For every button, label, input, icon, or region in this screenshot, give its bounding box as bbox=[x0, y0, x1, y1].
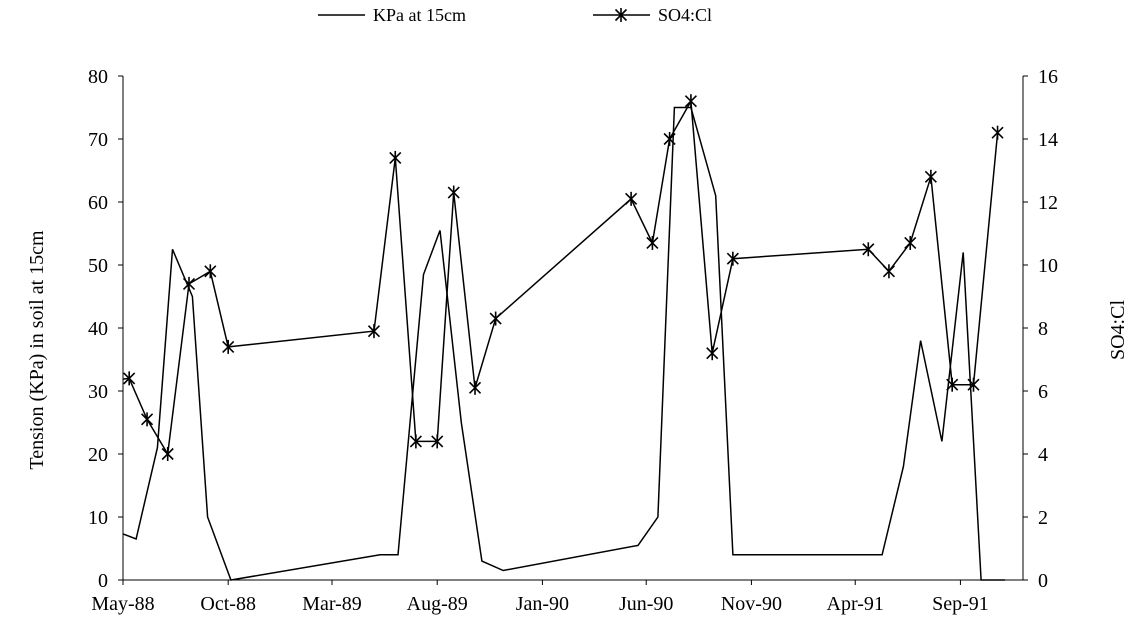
x-tick-label: Sep-91 bbox=[932, 593, 989, 615]
data-point-asterisk-icon bbox=[409, 434, 422, 449]
x-tick-label: Aug-89 bbox=[407, 593, 468, 615]
y-left-tick-label: 70 bbox=[88, 129, 108, 151]
series-1 bbox=[123, 98, 999, 457]
series-layer bbox=[123, 94, 1006, 581]
axes bbox=[122, 76, 1024, 581]
y-right-tick-label: 10 bbox=[1038, 255, 1058, 277]
data-point-asterisk-icon bbox=[489, 311, 502, 326]
x-tick-label: Oct-88 bbox=[200, 593, 256, 615]
y-right-tick-label: 6 bbox=[1038, 381, 1048, 403]
x-tick-label: Nov-90 bbox=[721, 593, 782, 615]
data-point-asterisk-icon bbox=[431, 434, 444, 449]
series-line bbox=[123, 106, 1006, 581]
data-point-asterisk-icon bbox=[946, 377, 959, 392]
data-point-asterisk-icon bbox=[389, 150, 402, 165]
data-point-asterisk-icon bbox=[140, 412, 154, 427]
legend-label-kpa: KPa at 15cm bbox=[373, 5, 466, 25]
data-point-asterisk-icon bbox=[625, 191, 638, 206]
y-left-tick-label: 30 bbox=[88, 381, 108, 403]
data-point-asterisk-icon bbox=[882, 264, 895, 279]
legend-asterisk-icon bbox=[614, 8, 628, 22]
y-left-ticks: 0 10 20 30 40 50 60 70 80 bbox=[88, 66, 123, 592]
data-point-asterisk-icon bbox=[447, 185, 460, 200]
legend-marker-asterisk-icon bbox=[614, 8, 628, 22]
y-left-axis-title: Tension (KPa) in soil at 15cm bbox=[26, 230, 48, 470]
series-0 bbox=[123, 106, 1006, 581]
y-left-tick-label: 10 bbox=[88, 507, 108, 529]
x-tick-label: Apr-91 bbox=[827, 593, 884, 615]
data-point-asterisk-icon bbox=[222, 339, 235, 354]
y-right-tick-label: 0 bbox=[1038, 570, 1048, 592]
data-point-asterisk-icon bbox=[904, 235, 917, 250]
y-left-tick-label: 80 bbox=[88, 66, 108, 88]
y-right-ticks: 0 2 4 6 8 10 12 14 16 bbox=[1023, 66, 1058, 592]
x-tick-label: Mar-89 bbox=[302, 593, 362, 615]
x-tick-label: May-88 bbox=[91, 593, 154, 615]
x-tick-label: Jun-90 bbox=[619, 593, 673, 615]
y-left-tick-label: 60 bbox=[88, 192, 108, 214]
y-right-tick-label: 12 bbox=[1038, 192, 1058, 214]
data-point-asterisk-icon bbox=[468, 380, 482, 395]
y-left-tick-label: 20 bbox=[88, 444, 108, 466]
data-point-asterisk-icon bbox=[726, 251, 739, 266]
y-left-tick-label: 40 bbox=[88, 318, 108, 340]
series-markers bbox=[123, 94, 1004, 461]
series-line bbox=[123, 98, 999, 457]
data-point-asterisk-icon bbox=[161, 447, 174, 461]
data-point-asterisk-icon bbox=[204, 264, 217, 279]
data-point-asterisk-icon bbox=[646, 235, 659, 250]
x-tick-label: Jan-90 bbox=[516, 593, 569, 615]
data-point-asterisk-icon bbox=[367, 324, 381, 339]
y-right-tick-label: 16 bbox=[1038, 66, 1058, 88]
data-point-asterisk-icon bbox=[684, 94, 697, 109]
y-right-tick-label: 8 bbox=[1038, 318, 1048, 340]
x-ticks: May-88 Oct-88 Mar-89 Aug-89 Jan-90 Jun-90 Nov-… bbox=[91, 580, 989, 615]
data-point-asterisk-icon bbox=[991, 125, 1004, 140]
data-point-asterisk-icon bbox=[967, 377, 980, 392]
data-point-asterisk-icon bbox=[924, 169, 937, 184]
legend: KPa at 15cm SO4:Cl bbox=[318, 5, 712, 25]
data-point-asterisk-icon bbox=[182, 276, 196, 291]
data-point-asterisk-icon bbox=[123, 371, 136, 386]
data-point-asterisk-icon bbox=[706, 346, 719, 361]
y-right-tick-label: 14 bbox=[1038, 129, 1058, 151]
y-right-tick-label: 2 bbox=[1038, 507, 1048, 529]
legend-label-so4cl: SO4:Cl bbox=[658, 5, 712, 25]
y-right-tick-label: 4 bbox=[1038, 444, 1048, 466]
data-point-asterisk-icon bbox=[862, 242, 875, 257]
data-point-asterisk-icon bbox=[663, 132, 676, 146]
y-right-axis-title: SO4:Cl bbox=[1107, 300, 1129, 360]
y-left-tick-label: 50 bbox=[88, 255, 108, 277]
y-left-tick-label: 0 bbox=[98, 570, 108, 592]
